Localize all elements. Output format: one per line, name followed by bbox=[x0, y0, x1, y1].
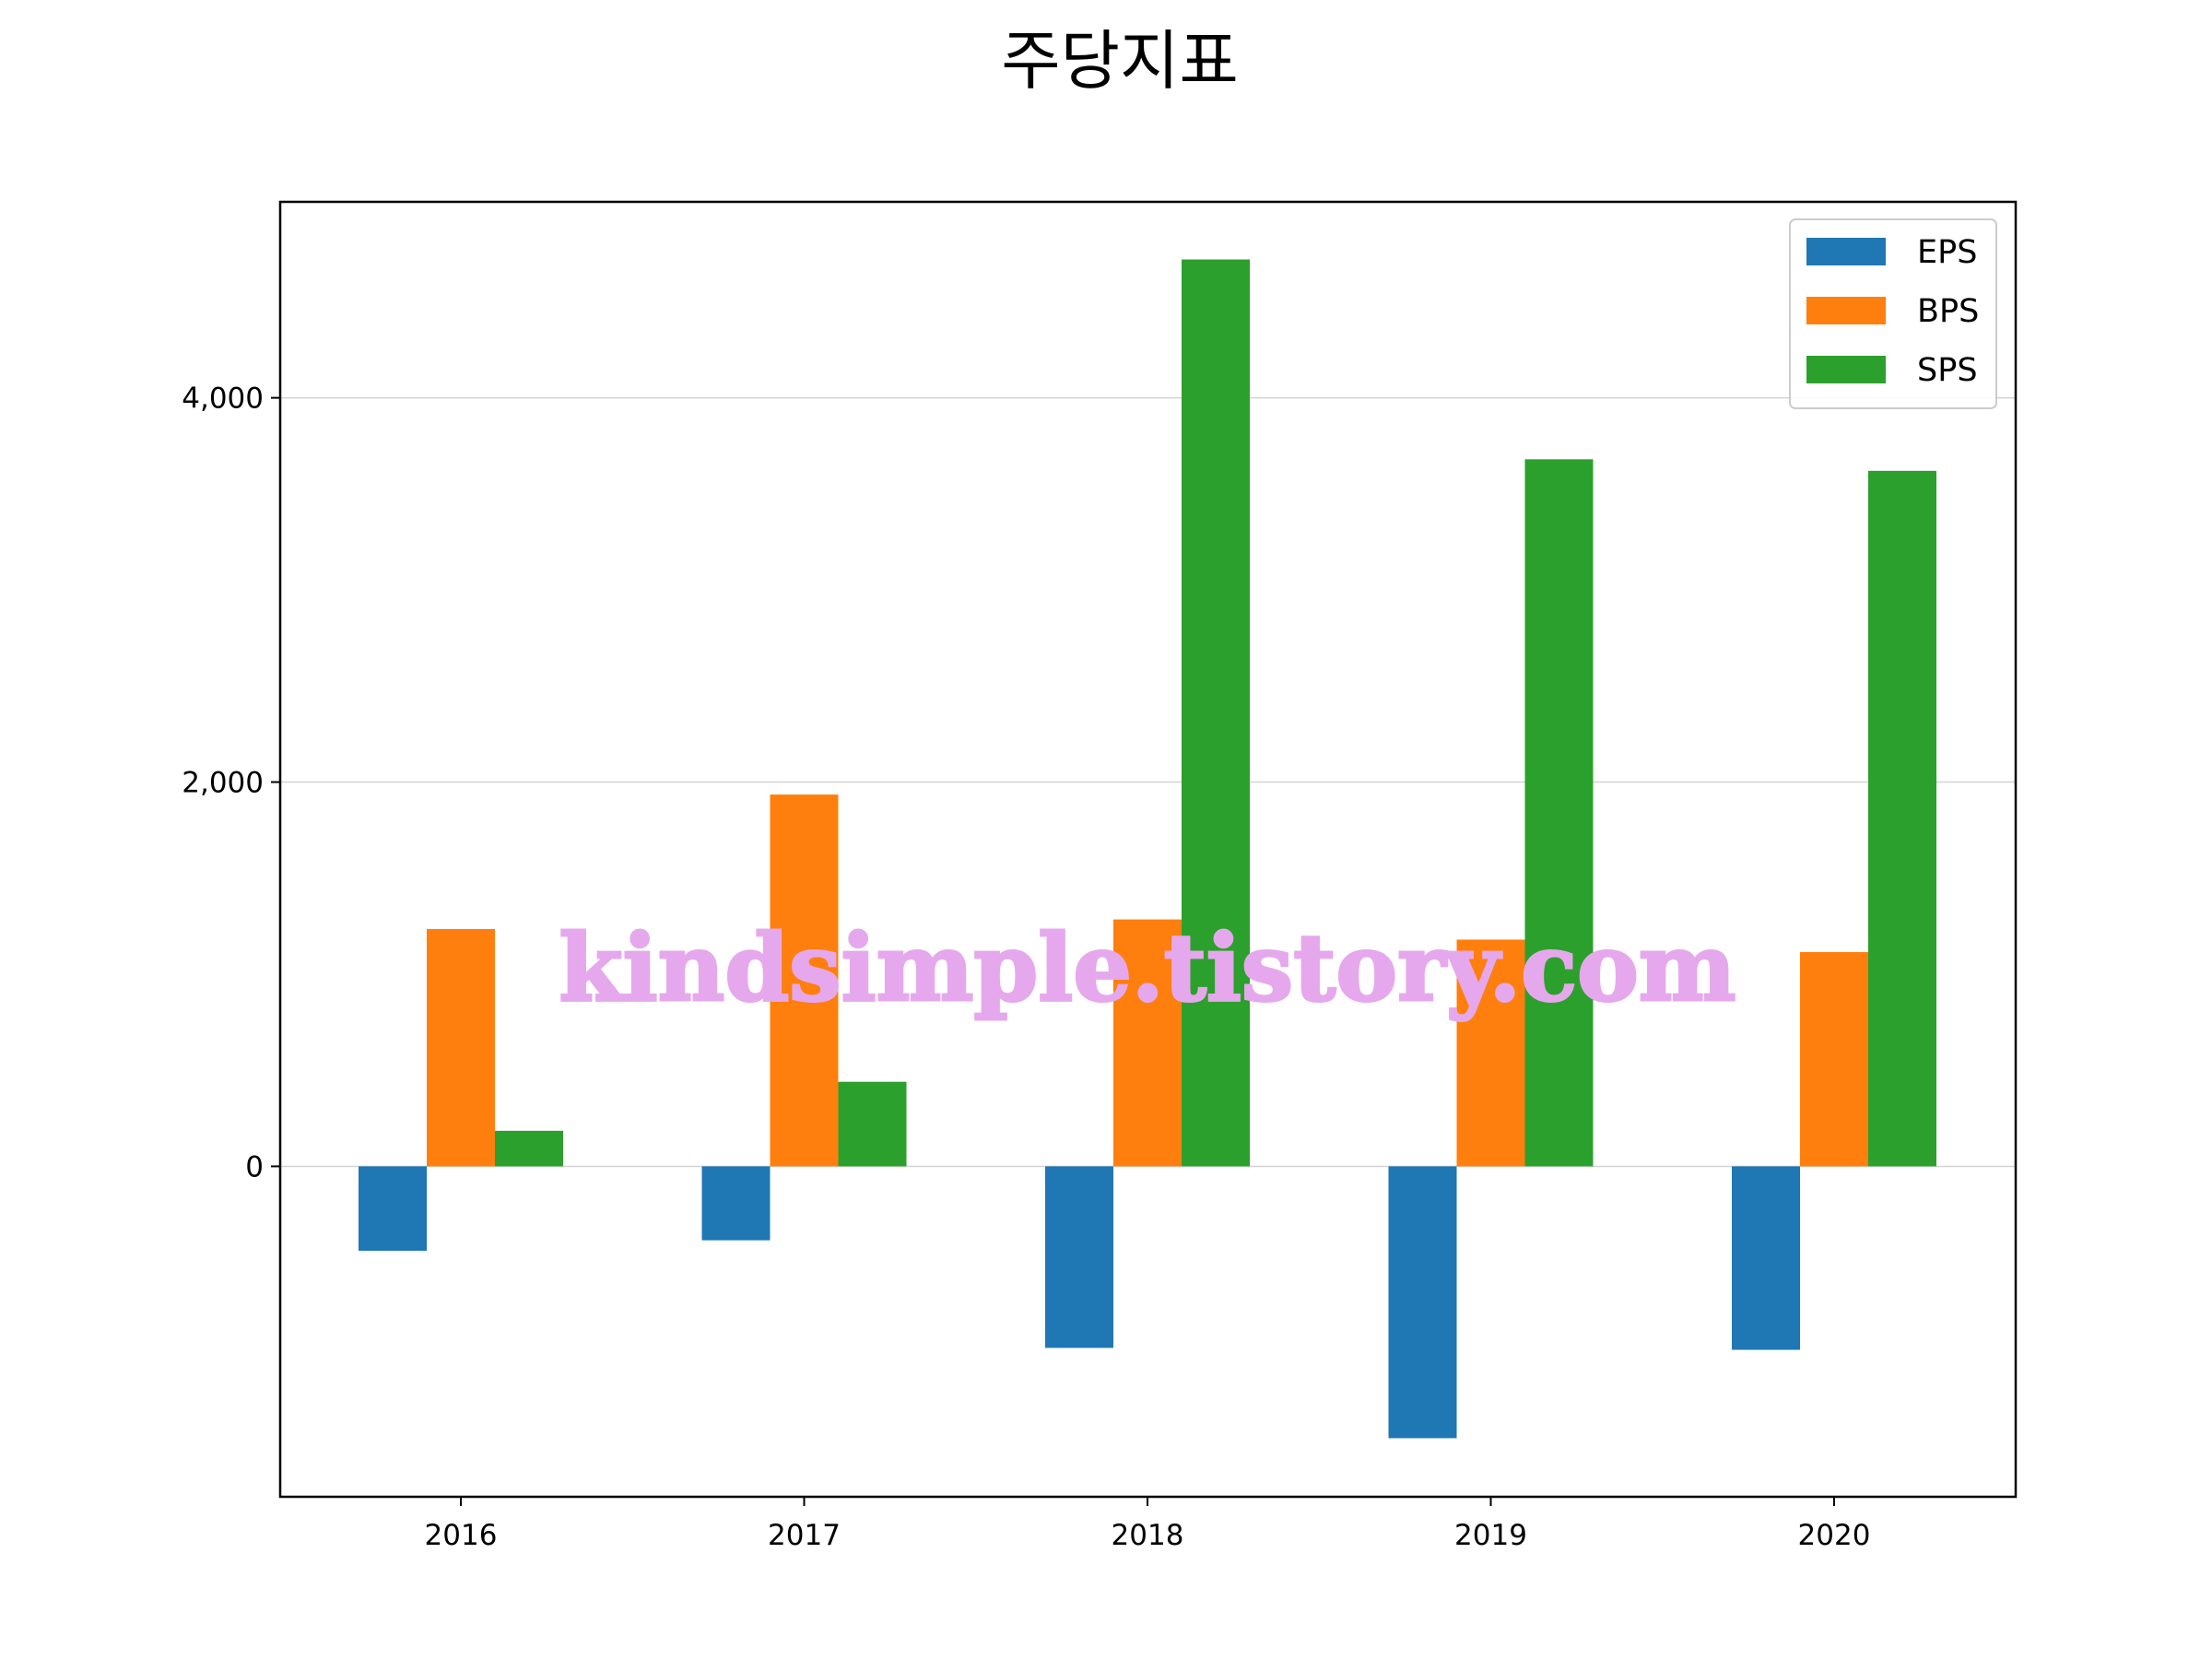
legend-label-bps: BPS bbox=[1917, 293, 1979, 330]
y-tick-label: 0 bbox=[245, 1150, 264, 1183]
chart-title: 주당지표 bbox=[1001, 23, 1239, 99]
bar-bps-2018 bbox=[1113, 919, 1182, 1167]
bar-eps-2016 bbox=[359, 1166, 427, 1252]
x-tick-label: 2019 bbox=[1454, 1519, 1527, 1552]
bar-eps-2017 bbox=[701, 1166, 771, 1241]
legend-swatch-sps bbox=[1806, 356, 1886, 383]
legend-label-eps: EPS bbox=[1917, 234, 1977, 271]
watermark-text: kindsimple.tistory.com bbox=[559, 913, 1735, 1022]
bar-sps-2017 bbox=[838, 1081, 907, 1167]
legend: EPS BPS SPS bbox=[1789, 218, 1997, 409]
bar-bps-2020 bbox=[1800, 952, 1868, 1167]
bar-eps-2019 bbox=[1388, 1166, 1457, 1439]
x-tick-label: 2018 bbox=[1112, 1519, 1184, 1552]
legend-swatch-bps bbox=[1806, 297, 1886, 324]
x-tick-label: 2017 bbox=[768, 1519, 841, 1552]
bar-bps-2016 bbox=[427, 929, 495, 1167]
legend-label-sps: SPS bbox=[1917, 352, 1978, 389]
bar-eps-2020 bbox=[1732, 1166, 1800, 1350]
x-tick-label: 2020 bbox=[1798, 1519, 1871, 1552]
bar-bps-2017 bbox=[770, 794, 839, 1167]
bar-sps-2019 bbox=[1524, 459, 1594, 1167]
bars bbox=[359, 259, 1936, 1439]
bar-eps-2018 bbox=[1045, 1166, 1113, 1348]
y-tick-label: 2,000 bbox=[182, 767, 264, 800]
x-axis: 2016 2017 2018 2019 2020 bbox=[425, 1497, 1871, 1552]
y-tick-label: 4,000 bbox=[182, 382, 264, 416]
bar-sps-2016 bbox=[495, 1130, 563, 1167]
y-axis: 0 2,000 4,000 bbox=[182, 382, 280, 1183]
x-tick-label: 2016 bbox=[425, 1519, 498, 1552]
legend-swatch-eps bbox=[1806, 238, 1886, 265]
bar-bps-2019 bbox=[1456, 939, 1525, 1167]
bar-sps-2018 bbox=[1182, 259, 1250, 1167]
bar-sps-2020 bbox=[1868, 470, 1936, 1167]
